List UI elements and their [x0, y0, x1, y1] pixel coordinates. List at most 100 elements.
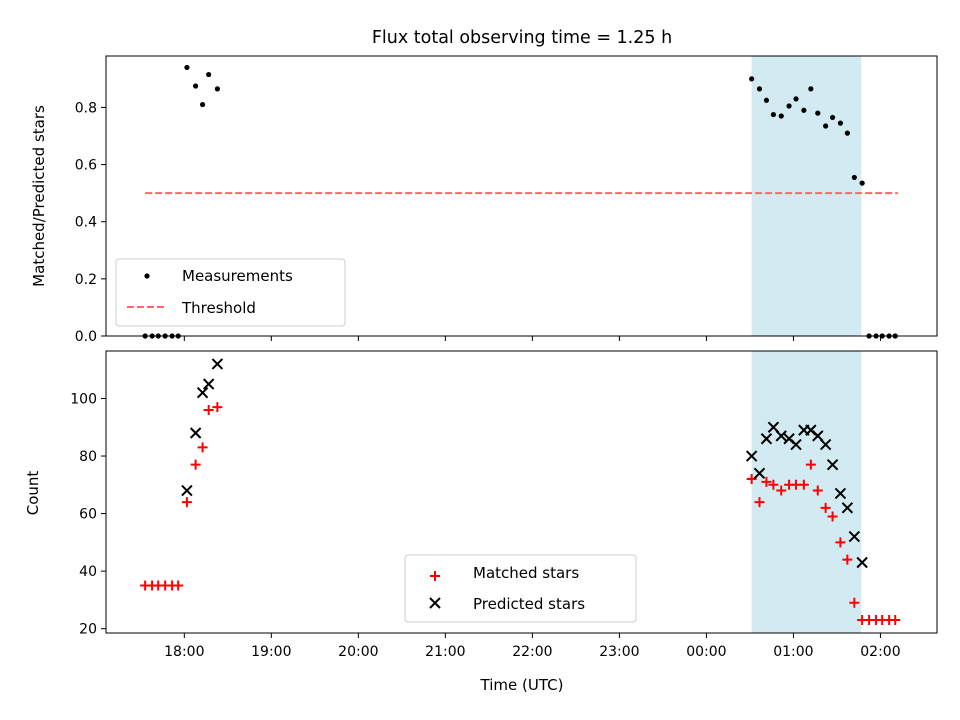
- x-tick-label: 02:00: [860, 644, 900, 660]
- measurement-point: [815, 110, 821, 116]
- matched-star-point: [835, 537, 846, 548]
- top-axes-frame: [105, 55, 938, 337]
- x-tick-label: 22:00: [512, 644, 552, 660]
- matched-star-point: [849, 597, 860, 608]
- x-tick-label: 00:00: [686, 644, 726, 660]
- top-y-tick-label: 0.4: [75, 215, 97, 231]
- measurement-point: [829, 114, 836, 121]
- bottom-axes-frame: [105, 350, 938, 634]
- measurement-point: [763, 97, 770, 103]
- bottom-y-axis-label: Count: [24, 471, 42, 516]
- measurement-point: [184, 64, 190, 71]
- measurement-point: [844, 130, 850, 136]
- predicted-star-point: [841, 502, 854, 514]
- measurement-point: [823, 123, 829, 129]
- measurement-point: [214, 86, 220, 92]
- measurement-point: [770, 111, 777, 118]
- top-y-tick-label: 0.6: [75, 158, 97, 174]
- matched-star-point: [203, 404, 214, 415]
- matched-star-point: [776, 485, 787, 496]
- legend-predicted-label: Predicted stars: [473, 595, 585, 613]
- top-highlight-span: [751, 56, 862, 336]
- predicted-star-point: [753, 467, 766, 480]
- measurement-point: [778, 113, 784, 119]
- bottom-y-tick-label: 60: [79, 507, 97, 523]
- chart-title: Flux total observing time = 1.25 h: [372, 28, 672, 48]
- predicted-star-point: [196, 387, 209, 399]
- bottom-panel: 20 40 60 80 100 18:00 19:00 20:00 21:00 22:00 23:0…: [24, 350, 938, 694]
- legend-measurements-marker: [144, 273, 150, 279]
- measurement-point: [808, 86, 814, 92]
- x-tick-label: 23:00: [599, 644, 639, 660]
- bottom-highlight-span-rect: [751, 351, 862, 633]
- legend-measurements-label: Measurements: [182, 267, 293, 285]
- measurement-point: [199, 101, 206, 108]
- predicted-star-point: [189, 427, 202, 439]
- x-tick-label: 01:00: [773, 644, 813, 660]
- matched-star-point: [761, 476, 772, 487]
- bottom-highlight-span: [751, 351, 862, 633]
- top-series-marks: [142, 64, 898, 339]
- predicted-star-point: [775, 430, 787, 442]
- bottom-y-tick-label: 80: [79, 449, 97, 465]
- x-axis-label: Time (UTC): [480, 676, 564, 694]
- x-tick-label: 20:00: [338, 644, 378, 660]
- top-legend-box: [115, 258, 346, 327]
- x-tick-label: 18:00: [164, 644, 204, 660]
- bottom-y-tick-label: 20: [79, 622, 97, 638]
- measurement-point: [801, 107, 807, 113]
- bottom-y-tick-label: 100: [70, 391, 97, 407]
- measurement-point: [851, 174, 857, 181]
- predicted-star-point: [760, 433, 773, 445]
- bottom-y-tick-label: 40: [79, 564, 97, 580]
- matched-star-point: [798, 479, 809, 490]
- predicted-star-point: [826, 458, 839, 471]
- matched-star-point: [197, 442, 208, 453]
- measurement-point: [749, 76, 755, 82]
- bottom-ticks: 20 40 60 80 100 18:00 19:00 20:00 21:00 22:00 23:0…: [70, 391, 900, 660]
- predicted-star-point: [745, 450, 758, 462]
- bottom-series-marks: [140, 358, 901, 626]
- measurement-point: [837, 120, 844, 126]
- measurement-point: [786, 103, 792, 109]
- measurement-point: [859, 180, 865, 186]
- matched-star-point: [746, 474, 757, 485]
- bottom-legend: Matched stars Predicted stars: [404, 554, 637, 623]
- top-panel: 0.00.20.40.60.8 Matched/Predicted stars …: [30, 55, 938, 345]
- predicted-star-point: [202, 378, 215, 390]
- matched-star-point: [190, 459, 201, 470]
- top-y-tick-label: 0.8: [75, 100, 97, 116]
- legend-predicted-marker: [429, 597, 441, 609]
- x-tick-label: 21:00: [425, 644, 465, 660]
- predicted-star-point: [856, 556, 868, 569]
- matched-star-point: [754, 497, 765, 508]
- matched-star-point: [820, 502, 831, 513]
- top-highlight-span-rect: [751, 56, 862, 336]
- matched-star-point: [212, 402, 223, 413]
- measurement-point: [193, 83, 199, 89]
- x-tick-label: 19:00: [251, 644, 291, 660]
- matched-star-point: [842, 554, 853, 565]
- top-y-axis-label: Matched/Predicted stars: [30, 105, 48, 287]
- top-legend: Measurements Threshold: [115, 258, 346, 327]
- legend-matched-label: Matched stars: [473, 564, 579, 582]
- predicted-star-point: [790, 438, 802, 451]
- matched-star-point: [812, 485, 823, 496]
- predicted-star-point: [819, 438, 832, 451]
- predicted-star-point: [834, 487, 847, 500]
- bottom-legend-box: [404, 554, 637, 623]
- measurement-point: [793, 96, 799, 102]
- legend-threshold-label: Threshold: [181, 299, 256, 317]
- matched-star-point: [181, 497, 192, 508]
- matched-star-point: [805, 459, 816, 470]
- predicted-star-point: [848, 530, 861, 543]
- top-y-tick-label: 0.2: [75, 272, 97, 288]
- matched-star-point: [890, 615, 901, 626]
- top-y-tick-label: 0.0: [75, 329, 97, 345]
- matched-star-point: [768, 479, 779, 490]
- top-ticks: 0.0 0.2 0.4 0.6 0.8: [75, 100, 881, 345]
- matched-star-point: [173, 580, 184, 591]
- predicted-star-point: [211, 358, 224, 370]
- measurement-point: [756, 86, 763, 92]
